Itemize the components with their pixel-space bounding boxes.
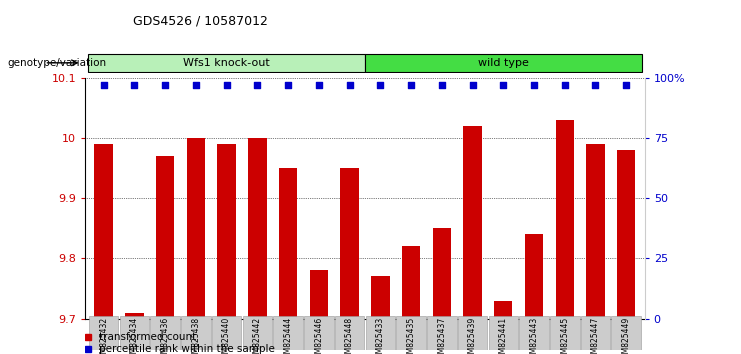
Text: GSM825434: GSM825434 [130, 317, 139, 354]
FancyBboxPatch shape [88, 54, 365, 72]
Point [528, 82, 540, 88]
FancyBboxPatch shape [396, 316, 426, 350]
FancyBboxPatch shape [273, 316, 303, 350]
Point [497, 82, 509, 88]
Point [251, 82, 263, 88]
Text: transformed count: transformed count [99, 332, 196, 342]
Bar [402, 246, 420, 319]
FancyBboxPatch shape [365, 316, 395, 350]
Text: genotype/variation: genotype/variation [7, 58, 107, 68]
FancyBboxPatch shape [611, 316, 641, 350]
Text: GSM825435: GSM825435 [407, 317, 416, 354]
Text: GSM825449: GSM825449 [622, 317, 631, 354]
Text: GSM825439: GSM825439 [468, 317, 477, 354]
Point [221, 82, 233, 88]
Point [620, 82, 632, 88]
Text: GSM825442: GSM825442 [253, 317, 262, 354]
Point [467, 82, 479, 88]
Text: GSM825432: GSM825432 [99, 317, 108, 354]
Text: GSM825446: GSM825446 [314, 317, 323, 354]
FancyBboxPatch shape [242, 316, 272, 350]
Point [559, 82, 571, 88]
Bar [586, 144, 605, 319]
Point [405, 82, 417, 88]
Bar [617, 150, 636, 319]
Text: GSM825436: GSM825436 [161, 317, 170, 354]
FancyBboxPatch shape [89, 316, 119, 350]
Bar [556, 120, 574, 319]
Point [190, 82, 202, 88]
FancyBboxPatch shape [458, 316, 488, 350]
FancyBboxPatch shape [550, 316, 579, 350]
Bar [525, 234, 543, 319]
FancyBboxPatch shape [150, 316, 180, 350]
Bar [156, 156, 174, 319]
FancyBboxPatch shape [427, 316, 456, 350]
Text: GSM825437: GSM825437 [437, 317, 446, 354]
Point [128, 82, 140, 88]
Point [374, 82, 386, 88]
Text: GSM825441: GSM825441 [499, 317, 508, 354]
Bar [94, 144, 113, 319]
Point [282, 82, 294, 88]
Bar [371, 276, 390, 319]
Text: wild type: wild type [478, 58, 529, 68]
FancyBboxPatch shape [181, 316, 210, 350]
Text: Wfs1 knock-out: Wfs1 knock-out [183, 58, 270, 68]
FancyBboxPatch shape [365, 54, 642, 72]
Text: GSM825433: GSM825433 [376, 317, 385, 354]
Text: GSM825440: GSM825440 [222, 317, 231, 354]
FancyBboxPatch shape [335, 316, 365, 350]
Text: GSM825443: GSM825443 [530, 317, 539, 354]
FancyBboxPatch shape [304, 316, 333, 350]
Point [98, 82, 110, 88]
Bar [463, 126, 482, 319]
Text: GSM825445: GSM825445 [560, 317, 569, 354]
Bar [310, 270, 328, 319]
Bar [248, 138, 267, 319]
Bar [340, 168, 359, 319]
Point [436, 82, 448, 88]
Text: percentile rank within the sample: percentile rank within the sample [99, 344, 275, 354]
FancyBboxPatch shape [119, 316, 149, 350]
Bar [125, 313, 144, 319]
Bar [279, 168, 297, 319]
Point [313, 82, 325, 88]
Bar [217, 144, 236, 319]
Bar [433, 228, 451, 319]
Bar [187, 138, 205, 319]
FancyBboxPatch shape [488, 316, 518, 350]
Point [590, 82, 602, 88]
Text: GSM825447: GSM825447 [591, 317, 600, 354]
FancyBboxPatch shape [519, 316, 549, 350]
Text: GSM825448: GSM825448 [345, 317, 354, 354]
Point [159, 82, 171, 88]
FancyBboxPatch shape [581, 316, 611, 350]
Text: GSM825444: GSM825444 [284, 317, 293, 354]
Bar [494, 301, 513, 319]
Point [344, 82, 356, 88]
Text: GSM825438: GSM825438 [191, 317, 200, 354]
FancyBboxPatch shape [212, 316, 242, 350]
Text: GDS4526 / 10587012: GDS4526 / 10587012 [133, 14, 268, 27]
